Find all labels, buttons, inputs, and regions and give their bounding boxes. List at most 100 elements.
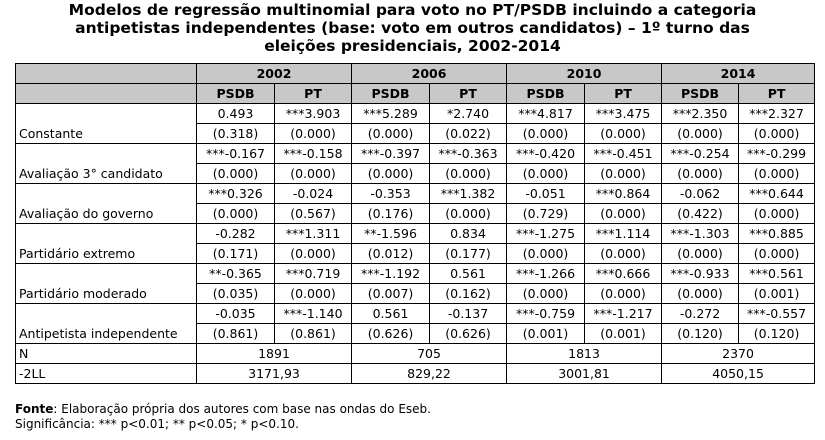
coef-cell: 0.493 (196, 103, 275, 124)
row-label: Partidário moderado (15, 263, 197, 304)
source-text: : Elaboração própria dos autores com bas… (53, 402, 431, 416)
pvalue-cell: (0.177) (429, 243, 508, 264)
pvalue-cell: (0.000) (273, 283, 353, 304)
coef-cell: ***-1.266 (506, 263, 586, 284)
party-header: PT (738, 83, 816, 104)
pvalue-cell: (0.022) (429, 123, 508, 144)
pvalue-cell: (0.000) (661, 123, 740, 144)
year-header: 2006 (351, 63, 508, 84)
party-header: PSDB (506, 83, 586, 104)
coef-cell: ***-0.158 (273, 143, 353, 164)
corner-cell (15, 63, 197, 84)
coef-cell: ***0.644 (738, 183, 816, 204)
coef-cell: ***1.114 (584, 223, 663, 244)
coef-cell: ***0.864 (584, 183, 663, 204)
title-line-1: Modelos de regressão multinomial para vo… (68, 1, 757, 19)
pvalue-row: (0.000) (0.567) (0.176) (0.000) (0.729) (0.00… (16, 203, 816, 224)
party-header: PT (429, 83, 508, 104)
pvalue-cell: (0.120) (661, 323, 740, 344)
pvalue-cell: (0.000) (584, 163, 663, 184)
loglik-row: -2LL 3171,93 829,22 3001,81 4050,15 (15, 363, 816, 384)
pvalue-cell: (0.000) (351, 123, 431, 144)
pvalue-cell: (0.035) (196, 283, 275, 304)
pvalue-cell: (0.000) (273, 243, 353, 264)
pvalue-cell: (0.729) (506, 203, 586, 224)
year-header: 2014 (661, 63, 816, 84)
loglik-cell: 3171,93 (195, 363, 353, 384)
pvalue-cell: (0.000) (584, 123, 663, 144)
coef-cell: ***-1.303 (661, 223, 740, 244)
pvalue-cell: (0.000) (584, 243, 663, 264)
coef-cell: ***-1.275 (506, 223, 586, 244)
coef-cell: ***-0.397 (351, 143, 431, 164)
coef-cell: -0.137 (429, 303, 508, 324)
pvalue-cell: (0.626) (429, 323, 508, 344)
coef-cell: ***0.666 (584, 263, 663, 284)
coef-row: Constante 0.493 ***3.903 ***5.289 *2.740 ***4… (15, 103, 816, 144)
party-header: PSDB (351, 83, 431, 104)
pvalue-row: (0.171) (0.000) (0.012) (0.177) (0.000) (0.00… (16, 243, 816, 264)
source-note: Fonte: Elaboração própria dos autores co… (15, 402, 431, 417)
pvalue-row: (0.035) (0.000) (0.007) (0.162) (0.000) (0.00… (16, 283, 816, 304)
party-header: PT (584, 83, 663, 104)
coef-cell: ***-0.933 (661, 263, 740, 284)
pvalue-cell: (0.007) (351, 283, 431, 304)
pvalue-row: (0.318) (0.000) (0.000) (0.022) (0.000) (0.00… (16, 123, 816, 144)
loglik-cell: 4050,15 (661, 363, 816, 384)
pvalue-cell: (0.000) (506, 243, 586, 264)
coef-cell: ***-1.140 (273, 303, 353, 324)
significance-note: Significância: *** p<0.01; ** p<0.05; * … (15, 417, 299, 431)
coef-cell: ***2.327 (738, 103, 816, 124)
pvalue-cell: (0.000) (351, 163, 431, 184)
coef-cell: ***-0.167 (196, 143, 275, 164)
coef-cell: ***4.817 (506, 103, 586, 124)
coef-cell: **-0.365 (196, 263, 275, 284)
coef-cell: ***1.382 (429, 183, 508, 204)
coef-cell: -0.062 (661, 183, 740, 204)
coef-cell: ***-0.557 (738, 303, 816, 324)
pvalue-cell: (0.000) (506, 123, 586, 144)
loglik-cell: 829,22 (351, 363, 508, 384)
row-label: Constante (15, 103, 197, 144)
coef-row: Partidário extremo -0.282 ***1.311 **-1.596… (15, 223, 816, 264)
coef-cell: ***-0.420 (506, 143, 586, 164)
pvalue-cell: (0.318) (196, 123, 275, 144)
pvalue-cell: (0.000) (273, 123, 353, 144)
pvalue-cell: (0.000) (661, 283, 740, 304)
row-label: Avaliação do governo (15, 183, 197, 224)
coef-cell: 0.561 (429, 263, 508, 284)
coef-cell: 0.561 (351, 303, 431, 324)
coef-cell: -0.024 (273, 183, 353, 204)
coef-cell: -0.272 (661, 303, 740, 324)
coef-cell: ***3.475 (584, 103, 663, 124)
coef-cell: ***0.885 (738, 223, 816, 244)
coef-cell: ***-0.363 (429, 143, 508, 164)
coef-cell: -0.282 (196, 223, 275, 244)
row-label: N (15, 343, 197, 364)
pvalue-cell: (0.176) (351, 203, 431, 224)
pvalue-cell: (0.861) (273, 323, 353, 344)
pvalue-cell: (0.001) (738, 283, 816, 304)
coef-cell: 0.834 (429, 223, 508, 244)
coef-row: Partidário moderado **-0.365 ***0.719 ***-1… (15, 263, 816, 304)
coef-cell: -0.353 (351, 183, 431, 204)
coef-cell: ***-0.254 (661, 143, 740, 164)
pvalue-cell: (0.000) (506, 283, 586, 304)
title-line-3: eleições presidenciais, 2002-2014 (264, 37, 561, 55)
pvalue-cell: (0.567) (273, 203, 353, 224)
pvalue-cell: (0.000) (429, 163, 508, 184)
pvalue-cell: (0.000) (584, 283, 663, 304)
coef-cell: ***0.326 (196, 183, 275, 204)
coef-cell: ***3.903 (273, 103, 353, 124)
pvalue-cell: (0.000) (738, 203, 816, 224)
pvalue-cell: (0.000) (429, 203, 508, 224)
pvalue-cell: (0.171) (196, 243, 275, 264)
coef-cell: ***-1.217 (584, 303, 663, 324)
party-header: PSDB (196, 83, 275, 104)
title-line-2: antipetistas independentes (base: voto e… (75, 19, 750, 37)
pvalue-cell: (0.000) (661, 243, 740, 264)
n-row: N 1891 705 1813 2370 (15, 343, 816, 364)
party-header-row: PSDB PT PSDB PT PSDB PT PSDB PT (15, 83, 816, 104)
pvalue-row: (0.000) (0.000) (0.000) (0.000) (0.000) (0.00… (16, 163, 816, 184)
pvalue-cell: (0.001) (584, 323, 663, 344)
